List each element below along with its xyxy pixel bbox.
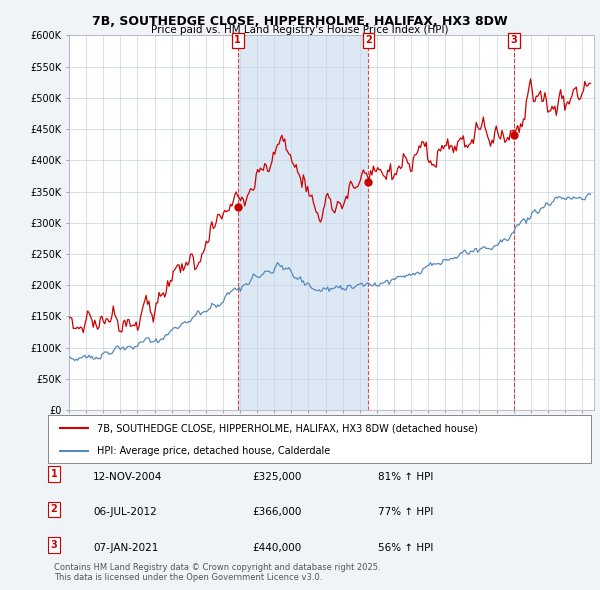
Text: £325,000: £325,000 (252, 472, 301, 482)
Text: 07-JAN-2021: 07-JAN-2021 (93, 543, 158, 553)
Text: 06-JUL-2012: 06-JUL-2012 (93, 507, 157, 517)
Text: 77% ↑ HPI: 77% ↑ HPI (378, 507, 433, 517)
Bar (238, 35, 368, 410)
Text: £366,000: £366,000 (252, 507, 301, 517)
Text: 7B, SOUTHEDGE CLOSE, HIPPERHOLME, HALIFAX, HX3 8DW: 7B, SOUTHEDGE CLOSE, HIPPERHOLME, HALIFA… (92, 15, 508, 28)
Text: 12-NOV-2004: 12-NOV-2004 (93, 472, 163, 482)
Text: HPI: Average price, detached house, Calderdale: HPI: Average price, detached house, Cald… (97, 446, 330, 456)
Text: 7B, SOUTHEDGE CLOSE, HIPPERHOLME, HALIFAX, HX3 8DW (detached house): 7B, SOUTHEDGE CLOSE, HIPPERHOLME, HALIFA… (97, 423, 478, 433)
Text: 2: 2 (365, 35, 372, 45)
Text: Contains HM Land Registry data © Crown copyright and database right 2025.
This d: Contains HM Land Registry data © Crown c… (54, 563, 380, 582)
Text: 3: 3 (511, 35, 517, 45)
Text: 56% ↑ HPI: 56% ↑ HPI (378, 543, 433, 553)
Text: Price paid vs. HM Land Registry's House Price Index (HPI): Price paid vs. HM Land Registry's House … (151, 25, 449, 35)
Text: 3: 3 (50, 540, 58, 550)
Text: 2: 2 (50, 504, 58, 514)
Text: £440,000: £440,000 (252, 543, 301, 553)
Text: 81% ↑ HPI: 81% ↑ HPI (378, 472, 433, 482)
Text: 1: 1 (50, 469, 58, 479)
Text: 1: 1 (235, 35, 241, 45)
